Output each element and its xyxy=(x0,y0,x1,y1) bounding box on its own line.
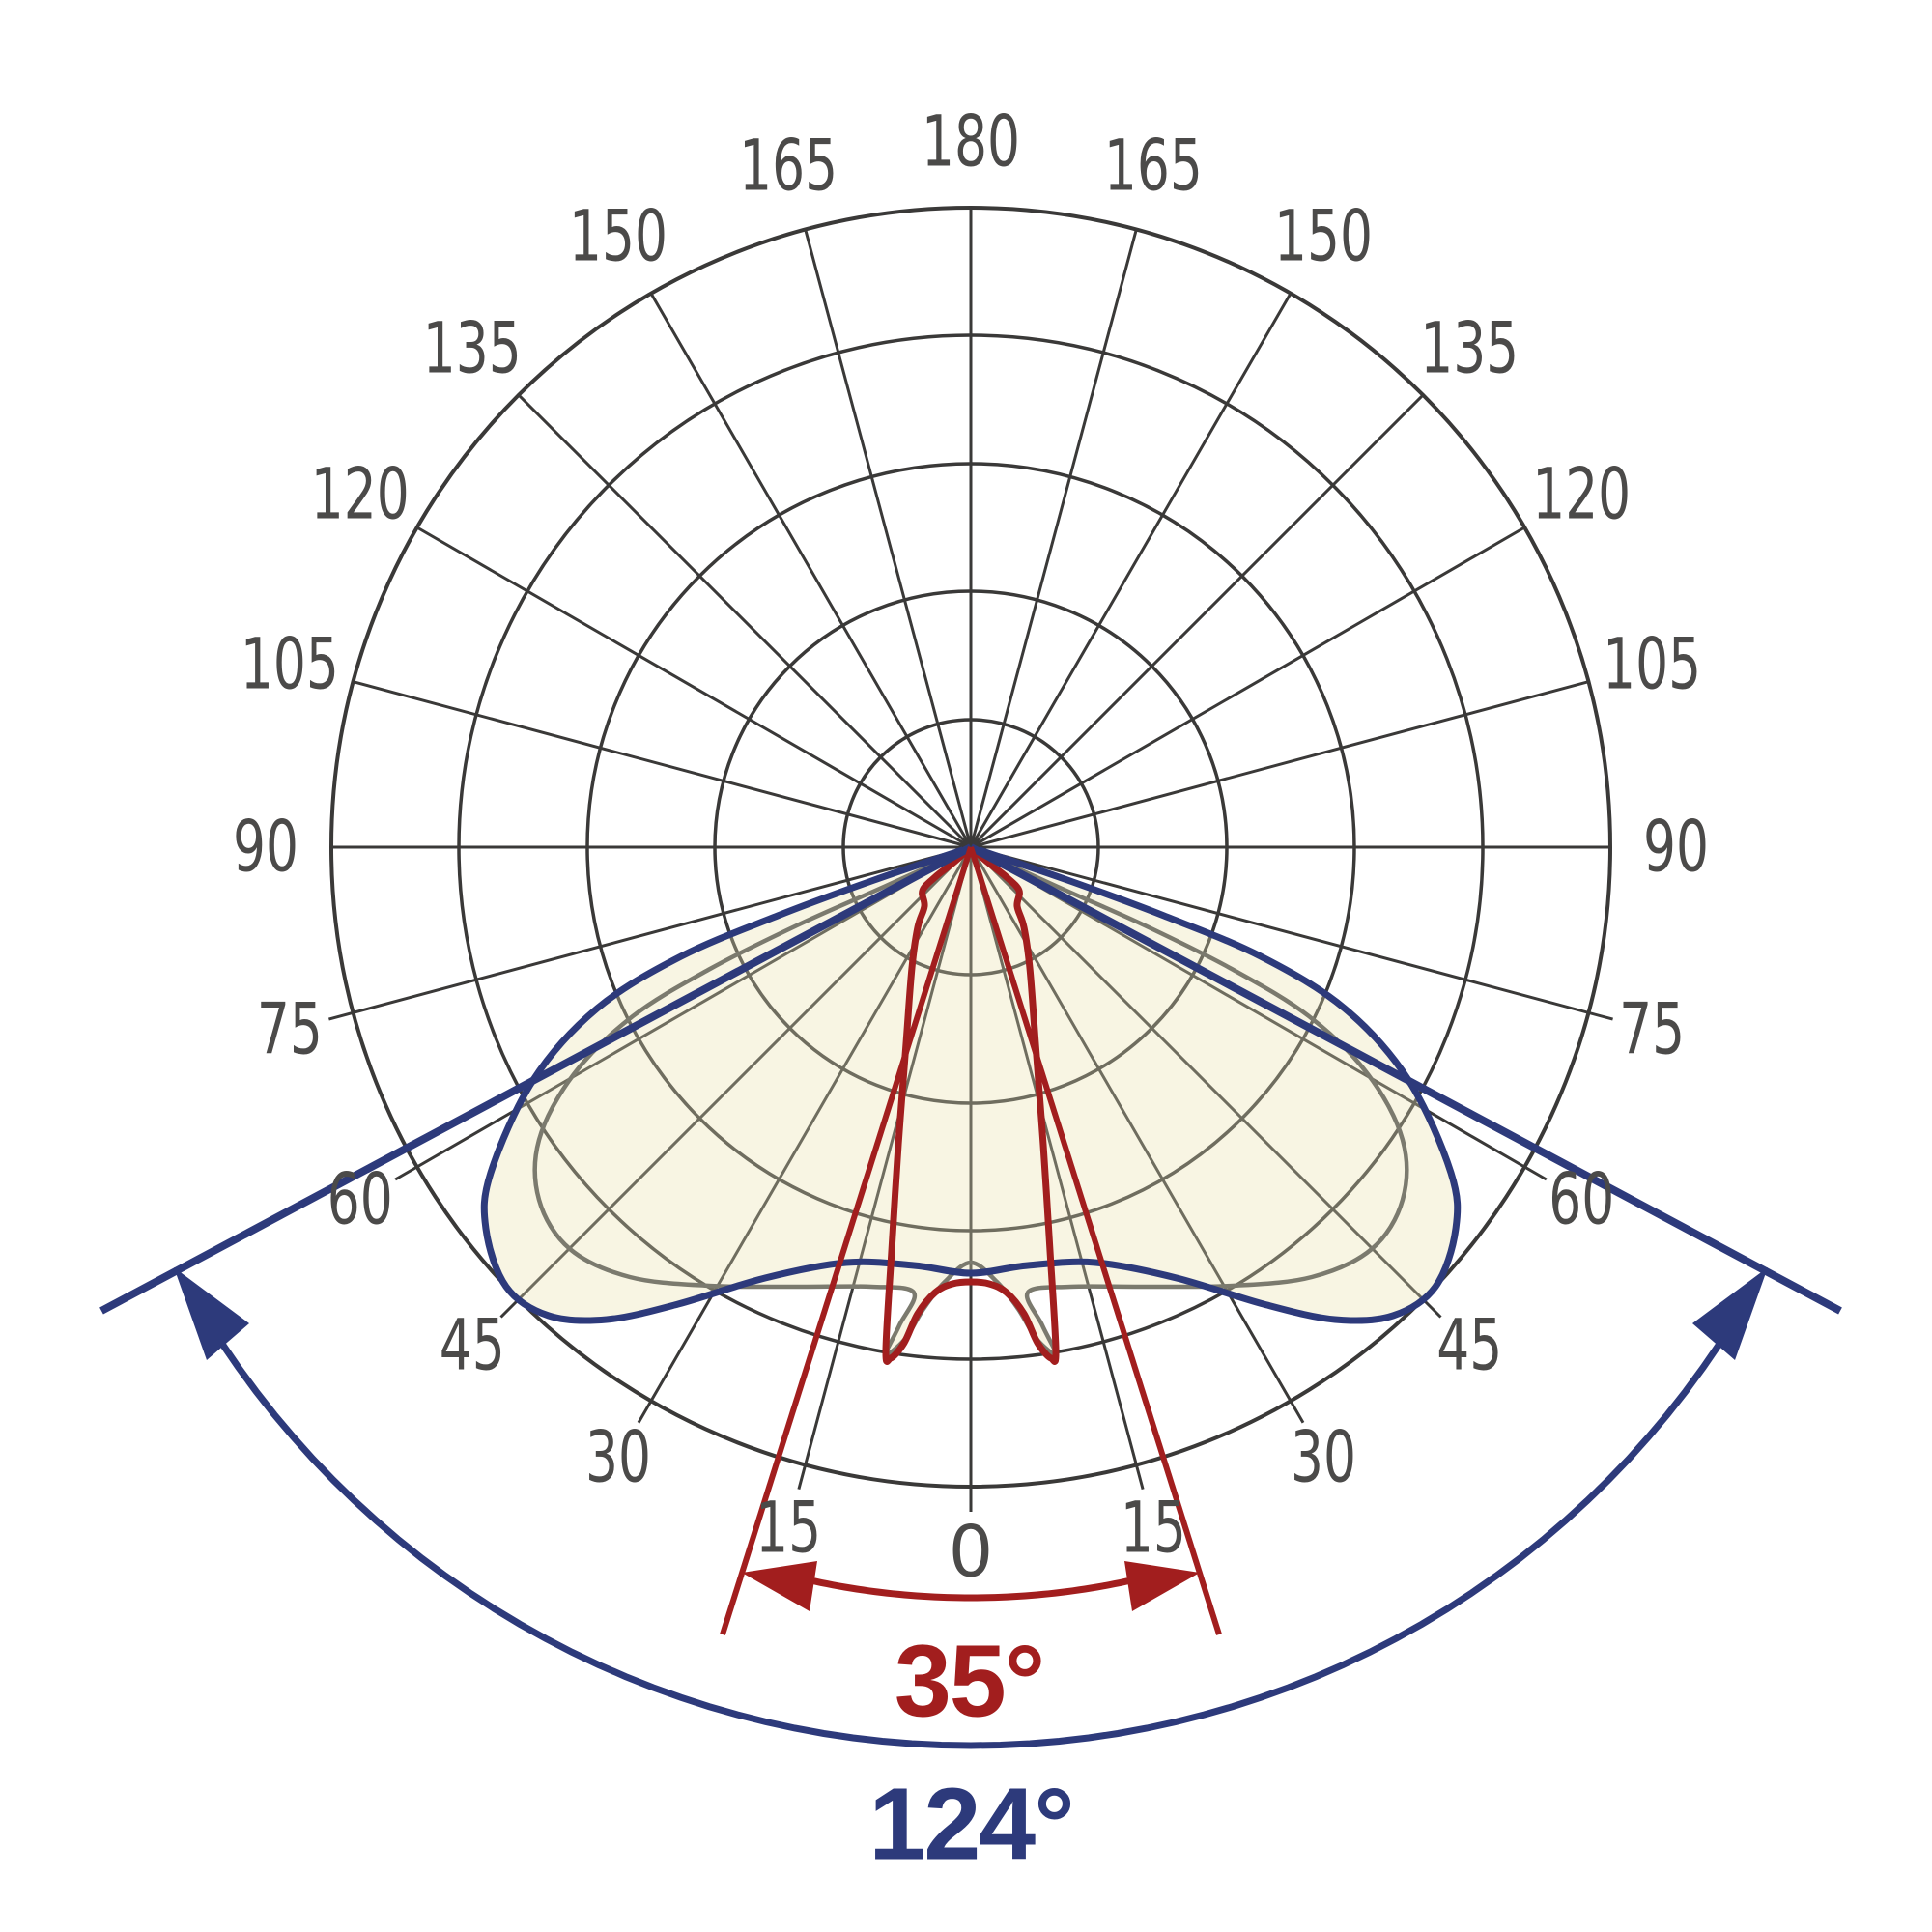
wide-beam-angle-label: 124° xyxy=(868,1767,1074,1882)
angle-label-15: 15 xyxy=(755,1488,821,1570)
angle-label-105: 105 xyxy=(1603,624,1701,706)
wide-arc-arrow-right xyxy=(1692,1267,1768,1360)
grid-ray xyxy=(328,845,972,1021)
angle-label-45: 45 xyxy=(440,1305,505,1387)
angle-label-165: 165 xyxy=(1104,125,1203,207)
angle-label-75: 75 xyxy=(257,988,323,1070)
wide-arc-arrow-left xyxy=(174,1267,249,1360)
angle-label-90: 90 xyxy=(233,807,298,889)
grid-ray xyxy=(969,393,1425,849)
narrow-beam-arc xyxy=(790,1573,1151,1602)
angle-label-45: 45 xyxy=(1436,1305,1502,1387)
wide-beam-curve xyxy=(480,843,1462,1324)
angle-label-30: 30 xyxy=(585,1417,651,1499)
angle-label-15: 15 xyxy=(1121,1488,1186,1570)
narrow-beam-curve xyxy=(882,843,1060,1365)
wide-beam-boundary-right xyxy=(969,843,1842,1315)
grid-ray xyxy=(415,526,972,849)
narrow-beam-boundary-right xyxy=(968,846,1222,1635)
angle-label-135: 135 xyxy=(423,307,522,389)
narrow-arc-arrow-left xyxy=(742,1561,817,1611)
angle-label-60: 60 xyxy=(1548,1159,1614,1241)
angle-label-135: 135 xyxy=(1420,307,1519,389)
angle-label-120: 120 xyxy=(311,454,410,536)
grid-ray xyxy=(970,680,1589,849)
grid-ray xyxy=(797,847,973,1355)
grid-ray xyxy=(649,292,973,848)
angle-label-30: 30 xyxy=(1291,1417,1356,1499)
narrow-beam-angle-label: 35° xyxy=(894,1624,1045,1739)
wide-beam-boundary-left xyxy=(99,843,973,1315)
grid-ray xyxy=(969,847,1145,1355)
grid-ray xyxy=(969,847,1442,1319)
grid-ray xyxy=(353,680,972,849)
grid-ray xyxy=(499,847,973,1319)
grid-ray xyxy=(969,229,1138,848)
angle-label-165: 165 xyxy=(739,125,838,207)
narrow-beam-boundary-left xyxy=(720,846,974,1635)
angle-label-75: 75 xyxy=(1619,988,1685,1070)
angle-label-150: 150 xyxy=(1274,195,1373,277)
wide-beam-arc xyxy=(218,1341,1723,1749)
grid-ray xyxy=(969,292,1293,848)
grid-ray xyxy=(517,393,973,849)
grid-ray xyxy=(970,526,1526,849)
angle-label-180: 180 xyxy=(922,101,1020,184)
angle-label-120: 120 xyxy=(1532,454,1631,536)
narrow-arc-arrow-right xyxy=(1124,1561,1200,1611)
angle-label-0: 0 xyxy=(949,1512,993,1594)
angle-label-105: 105 xyxy=(241,624,339,706)
angle-label-60: 60 xyxy=(327,1159,393,1241)
angle-label-150: 150 xyxy=(569,195,668,277)
grid-ray xyxy=(804,229,973,848)
angle-scale-labels: 0 151530304545606075759090105105120120135… xyxy=(233,101,1709,1594)
angle-label-90: 90 xyxy=(1643,807,1709,889)
grid-ray xyxy=(970,845,1613,1021)
filled-distribution-curve xyxy=(532,844,1409,1357)
